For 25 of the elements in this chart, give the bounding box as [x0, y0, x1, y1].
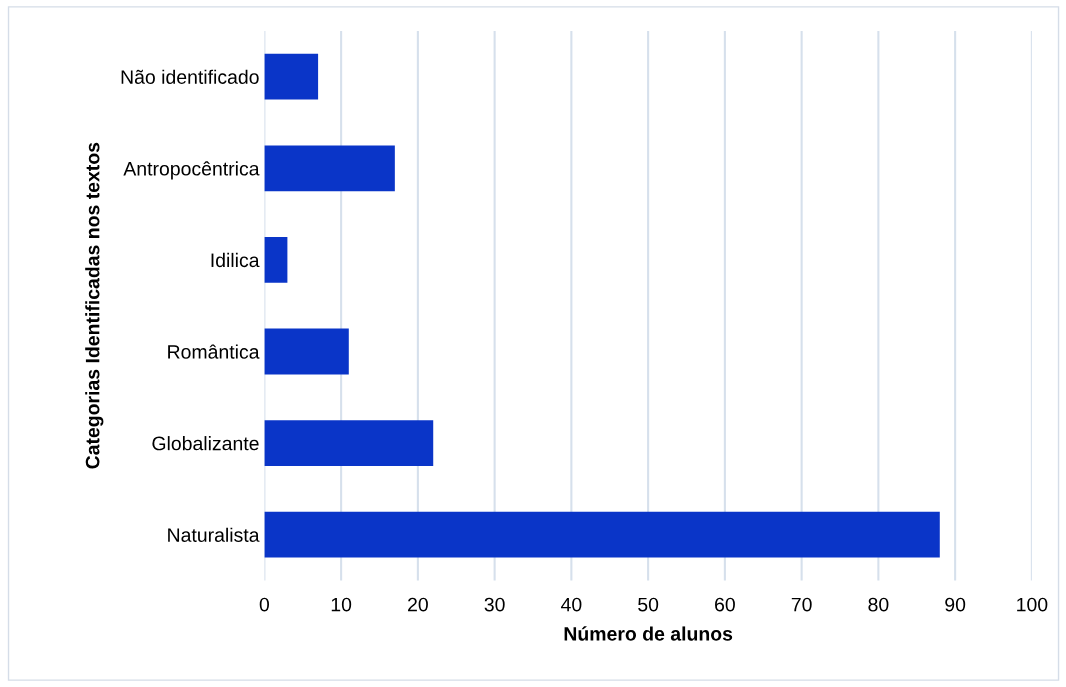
x-tick-label: 0: [259, 597, 270, 612]
x-tick-label: 80: [868, 597, 889, 612]
bar: [264, 53, 319, 100]
x-tick-label: 40: [561, 597, 582, 612]
x-tick-label: 90: [945, 597, 966, 612]
bar: [264, 237, 288, 283]
x-axis-title: Número de alunos: [564, 626, 733, 641]
x-tick-label: 70: [791, 597, 812, 612]
x-tick-label: 100: [1017, 597, 1048, 612]
y-tick-label: Idilica: [211, 252, 260, 268]
y-tick-label: Globalizante: [152, 436, 259, 451]
x-tick-label: 30: [484, 597, 505, 612]
x-tick-label: 10: [331, 597, 352, 612]
bar: [264, 511, 940, 558]
y-tick-label: Romântica: [168, 344, 260, 359]
x-tick-label: 20: [408, 597, 428, 612]
x-tick-label: 60: [715, 597, 735, 612]
bar: [264, 145, 395, 192]
y-tick-label: Não identificado: [121, 69, 259, 84]
bar: [264, 420, 434, 467]
x-tick-label: 50: [638, 597, 659, 612]
y-tick-label: Naturalista: [168, 527, 260, 542]
bar: [264, 328, 349, 375]
y-axis-title: Categorias Identificadas nos textos: [85, 142, 104, 469]
y-tick-label: Antropocêntrica: [123, 161, 260, 180]
